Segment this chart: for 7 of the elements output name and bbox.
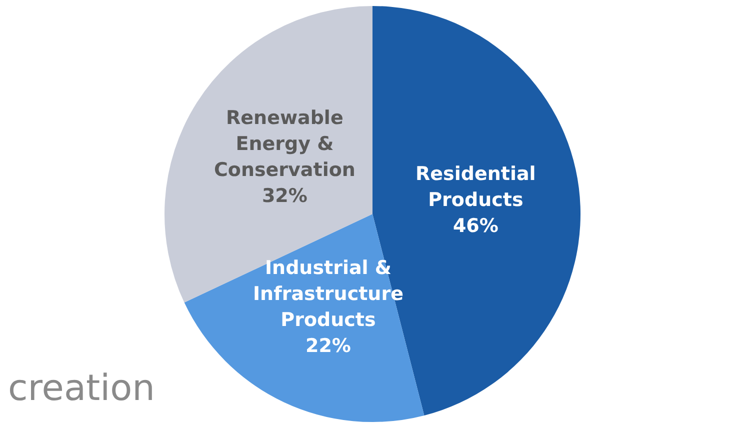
- slice-label: Residential Products: [416, 162, 536, 211]
- data-label: 46%: [452, 214, 498, 237]
- slice-label: Industrial & Infrastructure Products: [252, 257, 404, 332]
- text: creation: [8, 368, 155, 409]
- slice-label: Renewable Energy & Conservation: [214, 107, 356, 182]
- data-label: 32%: [262, 185, 308, 208]
- data-label: 22%: [305, 335, 351, 358]
